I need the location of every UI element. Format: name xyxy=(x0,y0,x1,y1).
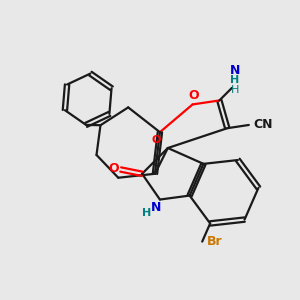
Text: N: N xyxy=(151,201,161,214)
Text: H: H xyxy=(142,208,152,218)
Text: O: O xyxy=(188,89,199,102)
Text: H: H xyxy=(231,85,239,95)
Text: Br: Br xyxy=(207,235,223,248)
Text: H: H xyxy=(230,75,240,85)
Text: N: N xyxy=(230,64,240,77)
Text: CN: CN xyxy=(254,118,273,131)
Text: O: O xyxy=(109,162,119,175)
Text: O: O xyxy=(151,135,160,145)
